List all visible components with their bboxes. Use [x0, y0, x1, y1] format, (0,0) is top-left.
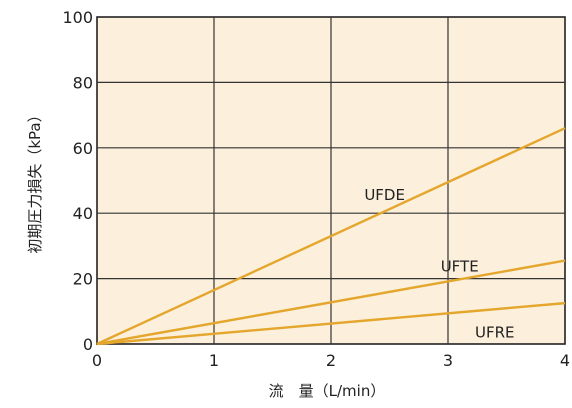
y-tick-label: 60 [73, 139, 93, 158]
x-tick-label: 0 [92, 351, 102, 370]
series-line-ufte [96, 259, 566, 346]
x-axis-label: 流 量（L/min） [269, 382, 386, 400]
x-tick-labels: 0 1 2 3 4 [92, 351, 570, 370]
y-axis-label: 初期圧力損失（kPa） [26, 107, 44, 253]
x-tick-label: 2 [326, 351, 336, 370]
series-label-ufte: UFTE [441, 257, 479, 275]
y-tick-labels: 0 20 40 60 80 100 [62, 8, 93, 354]
x-tick-label: 1 [209, 351, 219, 370]
series-label-ufde: UFDE [364, 186, 405, 204]
y-tick-label: 20 [73, 270, 93, 289]
series-lines [96, 127, 566, 346]
series-line-ufre [96, 301, 566, 346]
y-tick-label: 40 [73, 204, 93, 223]
x-tick-label: 3 [443, 351, 453, 370]
y-tick-label: 80 [73, 73, 93, 92]
series-label-ufre: UFRE [475, 323, 515, 341]
y-tick-label: 100 [62, 8, 93, 27]
series-labels: UFDE UFTE UFRE [364, 186, 514, 341]
x-tick-label: 4 [560, 351, 570, 370]
series-line-ufde [96, 127, 566, 346]
y-tick-label: 0 [83, 335, 93, 354]
